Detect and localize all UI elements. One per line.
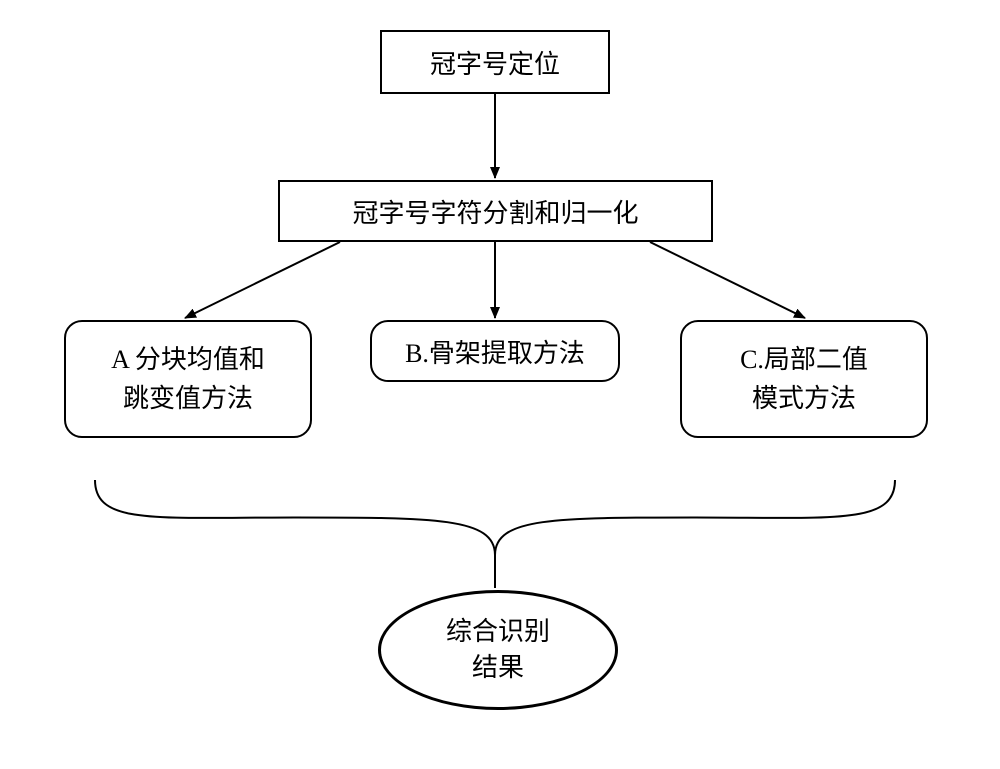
node-b-label: B.骨架提取方法 bbox=[405, 333, 585, 370]
node-a-line1: A 分块均值和 bbox=[111, 340, 265, 379]
node-a-line2: 跳变值方法 bbox=[123, 379, 253, 418]
node-locate: 冠字号定位 bbox=[380, 30, 610, 94]
node-result: 综合识别 结果 bbox=[378, 590, 618, 710]
node-locate-label: 冠字号定位 bbox=[430, 44, 560, 81]
node-c-line1: C.局部二值 bbox=[740, 340, 868, 379]
node-result-line1: 综合识别 bbox=[446, 614, 550, 650]
node-segment-normalize: 冠字号字符分割和归一化 bbox=[278, 180, 713, 242]
node-segment-label: 冠字号字符分割和归一化 bbox=[352, 193, 638, 230]
node-method-c: C.局部二值 模式方法 bbox=[680, 320, 928, 438]
node-method-b: B.骨架提取方法 bbox=[370, 320, 620, 382]
node-method-a: A 分块均值和 跳变值方法 bbox=[64, 320, 312, 438]
node-result-line2: 结果 bbox=[472, 650, 524, 686]
node-c-line2: 模式方法 bbox=[752, 379, 856, 418]
